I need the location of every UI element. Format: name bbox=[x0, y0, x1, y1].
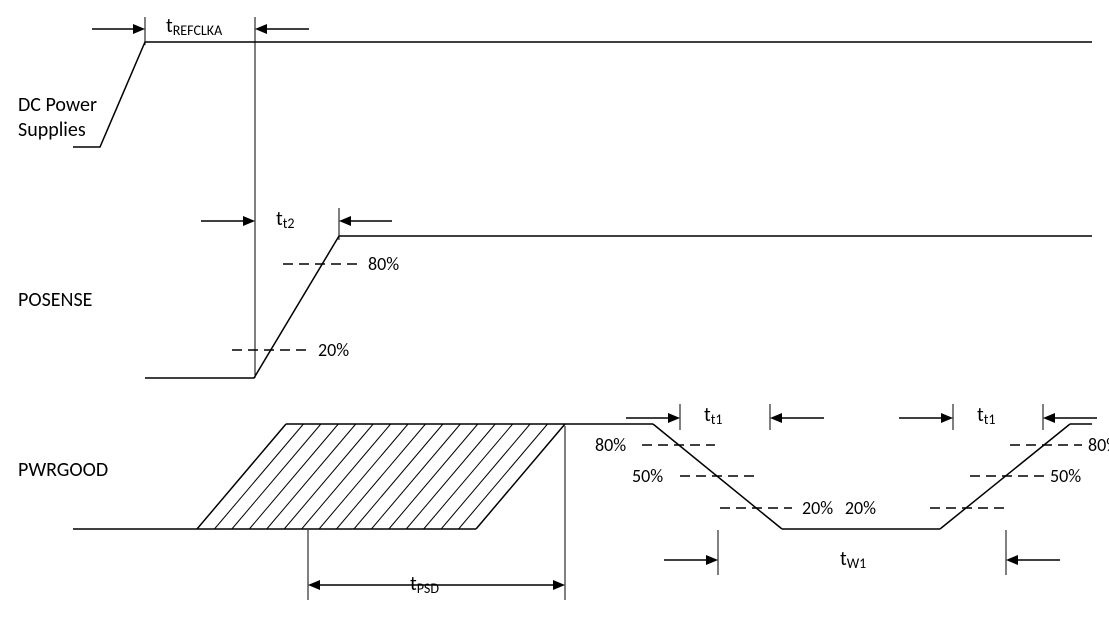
posense-waveform bbox=[145, 236, 1092, 378]
t-t2-label: tt2 bbox=[276, 207, 295, 233]
svg-text:80%: 80% bbox=[1088, 434, 1109, 456]
dc-power-waveform bbox=[73, 42, 1092, 147]
svg-text:50%: 50% bbox=[1050, 465, 1081, 487]
t-psd-label: tPSD bbox=[410, 572, 439, 598]
t-w1-label: tW1 bbox=[840, 547, 866, 573]
svg-text:20%: 20% bbox=[845, 497, 876, 519]
svg-text:50%: 50% bbox=[632, 465, 663, 487]
posense-20pct: 20% bbox=[318, 339, 349, 361]
posense-80pct: 80% bbox=[368, 253, 399, 275]
svg-text:Supplies: Supplies bbox=[18, 118, 86, 142]
t-refclka-label: tREFCLKA bbox=[166, 14, 223, 40]
t-t1-fall-label: tt1 bbox=[704, 403, 723, 429]
svg-text:20%: 20% bbox=[802, 497, 833, 519]
svg-text:80%: 80% bbox=[595, 434, 626, 456]
t-t1-rise-label: tt1 bbox=[977, 403, 996, 429]
pwrgood-label: PWRGOOD bbox=[18, 458, 108, 482]
posense-label: POSENSE bbox=[18, 288, 92, 312]
dc-power-label: DC Power bbox=[18, 93, 97, 117]
